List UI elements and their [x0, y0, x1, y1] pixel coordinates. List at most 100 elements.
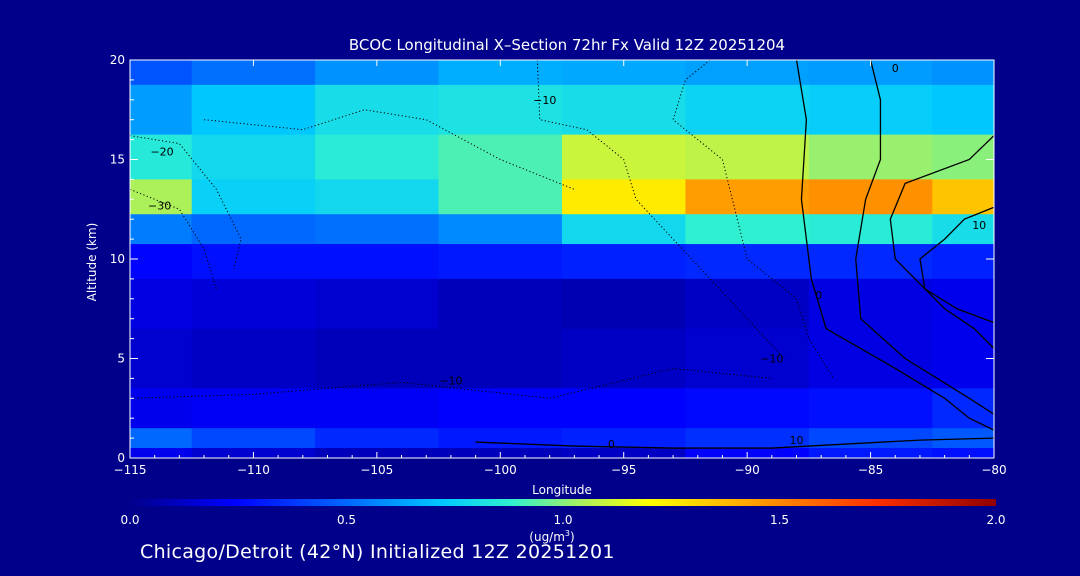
field-cell	[191, 388, 316, 429]
field-cell	[315, 428, 440, 449]
contour-label: −10	[760, 352, 783, 365]
x-axis-label: Longitude	[532, 483, 592, 497]
concentration-field	[130, 60, 994, 458]
contour-label: −30	[148, 199, 171, 212]
colorbar-tick-label: 2.0	[986, 513, 1005, 527]
field-cell	[191, 244, 316, 280]
contour-line	[130, 367, 772, 399]
x-tick-label: −80	[981, 463, 1006, 477]
contour-label: −10	[533, 94, 556, 107]
field-cell	[808, 134, 933, 180]
field-cell	[315, 244, 440, 280]
contour-line	[889, 135, 994, 350]
field-cell	[130, 179, 193, 215]
contour-line	[855, 60, 994, 415]
contour-label: 0	[608, 438, 615, 451]
field-cell	[438, 388, 563, 429]
contour-label: 0	[892, 62, 899, 75]
contour-line	[795, 60, 994, 431]
field-cell	[932, 60, 994, 86]
field-cell	[685, 244, 810, 280]
x-tick-label: −100	[484, 463, 517, 477]
colorbar	[130, 499, 996, 506]
colorbar-tick-label: 1.5	[770, 513, 789, 527]
field-cell	[438, 244, 563, 280]
colorbar-tick-label: 1.0	[553, 513, 572, 527]
colorbar-ticks: 0.0 0.5 1.0 1.5 2.0	[120, 513, 1005, 527]
x-tick-label: −85	[858, 463, 883, 477]
field-cell	[562, 328, 687, 389]
field-cell	[191, 278, 316, 330]
field-cell	[685, 134, 810, 180]
x-tick-label: −90	[734, 463, 759, 477]
field-cell	[808, 278, 933, 330]
field-cell	[191, 84, 316, 136]
field-cell	[932, 214, 994, 245]
field-cell	[315, 328, 440, 389]
field-cell	[315, 278, 440, 330]
contour-line	[130, 135, 242, 270]
field-cell	[438, 179, 563, 215]
field-cell	[562, 428, 687, 449]
field-cell	[685, 179, 810, 215]
x-tick-label: −115	[114, 463, 147, 477]
field-cell	[562, 244, 687, 280]
field-cell	[315, 134, 440, 180]
colorbar-unit-label-main: (ug/m	[529, 530, 565, 544]
field-cell	[438, 84, 563, 136]
colorbar-unit-label-close: )	[570, 530, 575, 544]
field-cell	[438, 328, 563, 389]
colorbar-tick-label: 0.5	[337, 513, 356, 527]
y-axis-label: Altitude (km)	[85, 223, 99, 302]
field-cell	[438, 278, 563, 330]
temperature-contours: 0 −10 −20 −30 10 0 −10 −10 0 10	[130, 60, 994, 451]
field-cell	[191, 179, 316, 215]
field-cell	[130, 244, 193, 280]
field-cell	[562, 388, 687, 429]
field-cell	[130, 214, 193, 245]
x-tick-label: −95	[611, 463, 636, 477]
field-cell	[932, 244, 994, 280]
field-cell	[808, 214, 933, 245]
field-cell	[685, 84, 810, 136]
y-tick-label: 15	[110, 153, 125, 167]
field-cell	[932, 328, 994, 389]
contour-label: −20	[150, 146, 173, 159]
run-subtitle: Chicago/Detroit (42°N) Initialized 12Z 2…	[140, 541, 615, 563]
field-cell	[191, 134, 316, 180]
field-cell	[932, 134, 994, 180]
field-cell	[808, 388, 933, 429]
field-cell	[932, 179, 994, 215]
contour-line	[919, 206, 994, 324]
field-cell	[685, 428, 810, 449]
contour-line	[130, 188, 217, 289]
field-cell	[808, 244, 933, 280]
field-cell	[315, 179, 440, 215]
field-cell	[130, 328, 193, 389]
field-cell	[438, 428, 563, 449]
x-tick-label: −110	[237, 463, 270, 477]
field-cell	[932, 448, 994, 458]
field-cell	[130, 448, 193, 458]
field-cell	[562, 179, 687, 215]
field-cell	[315, 388, 440, 429]
field-cell	[685, 388, 810, 429]
field-cell	[562, 278, 687, 330]
contour-label: −10	[439, 374, 462, 387]
field-cell	[315, 84, 440, 136]
contour-label: 0	[815, 289, 822, 302]
chart-title: BCOC Longitudinal X–Section 72hr Fx Vali…	[349, 36, 785, 54]
field-cell	[191, 328, 316, 389]
field-cell	[808, 84, 933, 136]
y-tick-label: 20	[110, 53, 125, 67]
field-cell	[130, 428, 193, 449]
contour-label: 10	[790, 434, 804, 447]
y-tick-label: 0	[117, 451, 125, 465]
colorbar-unit-label: (ug/m3)	[529, 529, 574, 544]
y-axis-ticks: 0 5 10 15 20	[110, 53, 994, 465]
colorbar-tick-label: 0.0	[120, 513, 139, 527]
contour-line	[204, 109, 575, 190]
field-cell	[191, 428, 316, 449]
field-cell	[130, 84, 193, 136]
